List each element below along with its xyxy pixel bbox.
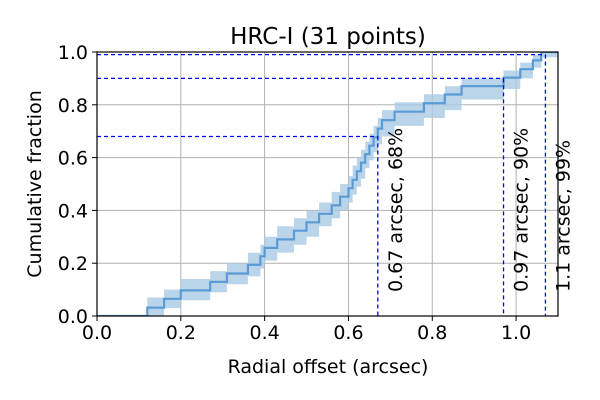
y-tick-label: 0.2 — [58, 253, 88, 275]
series-group — [97, 52, 558, 316]
y-tick-label: 0.6 — [58, 148, 88, 170]
y-tick-label: 0.0 — [58, 306, 88, 328]
y-tick-label: 0.4 — [58, 200, 88, 222]
plot-area: 0.67 arcsec, 68% 0.97 arcsec, 90% 1.1 arcs… — [58, 42, 575, 344]
x-tick-label: 0.8 — [417, 322, 447, 344]
x-tick-label: 1.0 — [501, 322, 531, 344]
x-tick-label: 0.2 — [166, 322, 196, 344]
x-tick-label: 0.4 — [250, 322, 280, 344]
marker-label: 0.67 arcsec, 68% — [385, 128, 407, 292]
chart-title: HRC-I (31 points) — [230, 24, 426, 50]
x-tick-label: 0.6 — [333, 322, 363, 344]
marker-label: 1.1 arcsec, 99% — [552, 140, 574, 292]
x-axis-title: Radial offset (arcsec) — [228, 356, 429, 378]
cdf-step-line — [97, 52, 558, 316]
axes-frame — [96, 51, 559, 317]
x-tick-label: 0.0 — [82, 322, 112, 344]
confidence-band — [97, 52, 558, 316]
marker-label: 0.97 arcsec, 90% — [511, 128, 533, 292]
y-tick-label: 1.0 — [58, 42, 88, 64]
y-tick-label: 0.8 — [58, 95, 88, 117]
y-axis-title: Cumulative fraction — [24, 90, 46, 277]
